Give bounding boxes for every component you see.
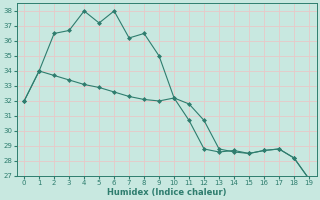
X-axis label: Humidex (Indice chaleur): Humidex (Indice chaleur) bbox=[107, 188, 226, 197]
